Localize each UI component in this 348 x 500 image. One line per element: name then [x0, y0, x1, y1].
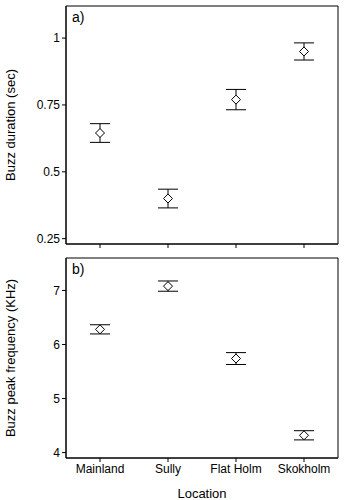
- svg-text:0.5: 0.5: [43, 165, 60, 179]
- svg-text:Buzz peak frequency (KHz): Buzz peak frequency (KHz): [8, 279, 18, 437]
- svg-text:0.75: 0.75: [37, 98, 61, 112]
- svg-text:4: 4: [53, 446, 60, 460]
- svg-text:0.25: 0.25: [37, 232, 61, 246]
- svg-text:Flat Holm: Flat Holm: [210, 462, 261, 476]
- svg-text:Buzz duration (sec): Buzz duration (sec): [8, 69, 18, 181]
- html-text:a): a): [72, 9, 85, 25]
- svg-text:Location: Location: [177, 486, 226, 500]
- svg-text:6: 6: [53, 338, 60, 352]
- svg-text:1: 1: [53, 31, 60, 45]
- svg-text:7: 7: [53, 284, 60, 298]
- html-text:b): b): [72, 261, 85, 277]
- svg-text:Sully: Sully: [155, 462, 181, 476]
- svg-text:5: 5: [53, 392, 60, 406]
- svg-text:Skokholm: Skokholm: [278, 462, 331, 476]
- svg-text:Mainland: Mainland: [76, 462, 125, 476]
